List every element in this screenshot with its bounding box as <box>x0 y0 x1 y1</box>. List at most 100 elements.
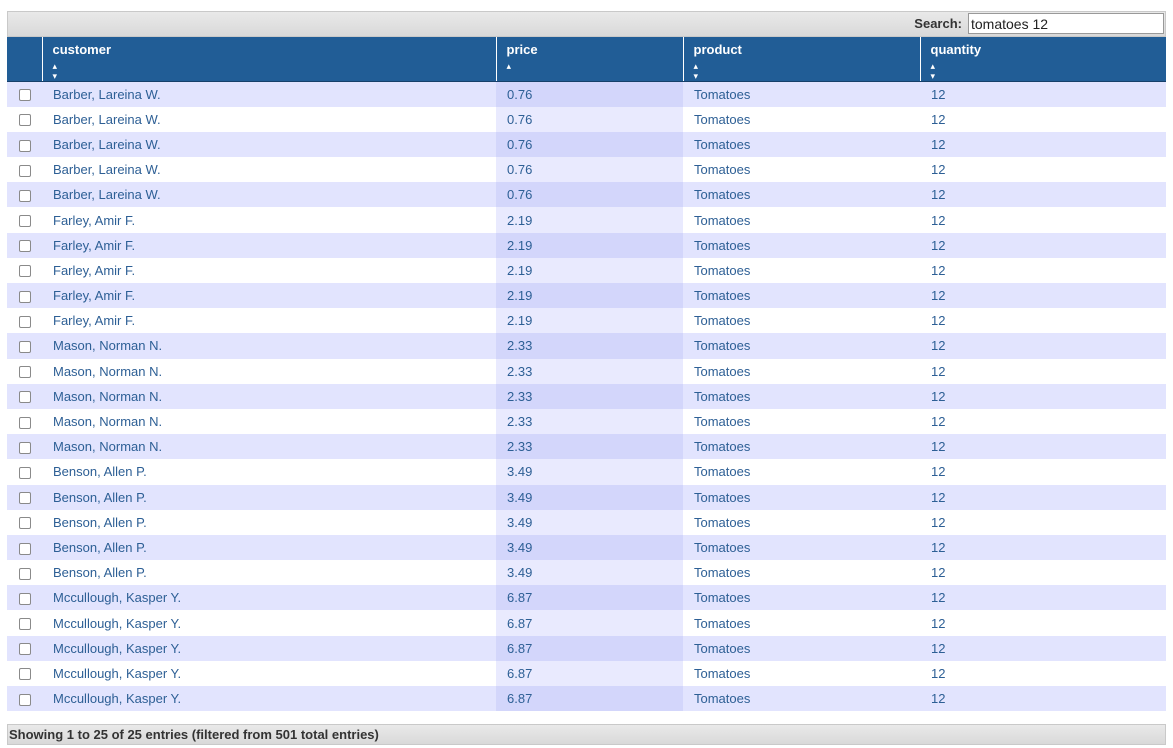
table-body: Barber, Lareina W. 0.76 Tomatoes 12 Barber, … <box>7 81 1166 712</box>
row-checkbox[interactable] <box>19 315 31 328</box>
table-row[interactable]: Benson, Allen P. 3.49 Tomatoes 12 <box>7 534 1166 561</box>
cell-customer: Benson, Allen P. <box>42 484 496 510</box>
cell-product: Tomatoes <box>683 283 920 309</box>
cell-price: 2.33 <box>496 408 683 435</box>
row-checkbox[interactable] <box>19 164 31 177</box>
table-row[interactable]: Benson, Allen P. 3.49 Tomatoes 12 <box>7 560 1166 586</box>
row-checkbox[interactable] <box>19 341 31 354</box>
table-row[interactable]: Mason, Norman N. 2.33 Tomatoes 12 <box>7 358 1166 384</box>
data-table: customer ▴ ▾ price ▴ product ▴ ▾ quantity … <box>7 37 1166 712</box>
cell-quantity: 12 <box>920 434 1166 460</box>
table-row[interactable]: Benson, Allen P. 3.49 Tomatoes 12 <box>7 484 1166 510</box>
cell-price: 2.33 <box>496 358 683 384</box>
cell-price: 2.33 <box>496 383 683 409</box>
table-row[interactable]: Barber, Lareina W. 0.76 Tomatoes 12 <box>7 106 1166 132</box>
column-header-label: customer <box>52 42 112 57</box>
table-row[interactable]: Mccullough, Kasper Y. 6.87 Tomatoes 12 <box>7 585 1166 611</box>
table-row[interactable]: Mason, Norman N. 2.33 Tomatoes 12 <box>7 434 1166 460</box>
table-row[interactable]: Farley, Amir F. 2.19 Tomatoes 12 <box>7 257 1166 283</box>
row-select-cell <box>7 560 42 586</box>
cell-price: 6.87 <box>496 660 683 686</box>
row-checkbox[interactable] <box>19 89 31 102</box>
table-row[interactable]: Mason, Norman N. 2.33 Tomatoes 12 <box>7 383 1166 409</box>
cell-product: Tomatoes <box>683 434 920 460</box>
row-checkbox[interactable] <box>19 592 31 605</box>
table-row[interactable]: Farley, Amir F. 2.19 Tomatoes 12 <box>7 308 1166 334</box>
row-checkbox[interactable] <box>19 240 31 253</box>
column-header-customer[interactable]: customer ▴ ▾ <box>41 37 496 82</box>
cell-product: Tomatoes <box>683 207 920 233</box>
row-checkbox[interactable] <box>19 215 31 228</box>
cell-quantity: 12 <box>920 534 1166 561</box>
cell-quantity: 12 <box>920 182 1166 208</box>
row-checkbox[interactable] <box>19 492 31 505</box>
cell-price: 3.49 <box>496 459 683 485</box>
cell-price: 2.33 <box>496 333 683 359</box>
cell-product: Tomatoes <box>683 308 920 334</box>
cell-product: Tomatoes <box>683 383 920 409</box>
column-header-product[interactable]: product ▴ ▾ <box>682 37 920 82</box>
table-row[interactable]: Mason, Norman N. 2.33 Tomatoes 12 <box>7 333 1166 359</box>
table-row[interactable]: Mason, Norman N. 2.33 Tomatoes 12 <box>7 408 1166 435</box>
sort-ascending-icon: ▴ <box>506 61 512 71</box>
cell-customer: Mccullough, Kasper Y. <box>42 635 496 661</box>
cell-price: 2.33 <box>496 434 683 460</box>
row-checkbox[interactable] <box>19 290 31 303</box>
table-info: Showing 1 to 25 of 25 entries (filtered … <box>7 724 1166 746</box>
cell-price: 2.19 <box>496 207 683 233</box>
table-row[interactable]: Barber, Lareina W. 0.76 Tomatoes 12 <box>7 157 1166 183</box>
row-checkbox[interactable] <box>19 668 31 681</box>
row-select-cell <box>7 157 42 183</box>
row-checkbox[interactable] <box>19 139 31 152</box>
row-checkbox[interactable] <box>19 366 31 379</box>
table-row[interactable]: Benson, Allen P. 3.49 Tomatoes 12 <box>7 459 1166 485</box>
cell-product: Tomatoes <box>683 182 920 208</box>
column-header-quantity[interactable]: quantity ▴ ▾ <box>919 37 1166 82</box>
row-checkbox[interactable] <box>19 517 31 530</box>
cell-price: 2.19 <box>496 308 683 334</box>
table-row[interactable]: Barber, Lareina W. 0.76 Tomatoes 12 <box>7 81 1166 107</box>
cell-product: Tomatoes <box>683 358 920 384</box>
row-checkbox[interactable] <box>19 693 31 706</box>
cell-customer: Mccullough, Kasper Y. <box>42 585 496 611</box>
row-checkbox[interactable] <box>19 114 31 127</box>
table-row[interactable]: Barber, Lareina W. 0.76 Tomatoes 12 <box>7 131 1166 158</box>
row-checkbox[interactable] <box>19 567 31 580</box>
cell-customer: Barber, Lareina W. <box>42 81 496 107</box>
row-checkbox[interactable] <box>19 441 31 454</box>
cell-product: Tomatoes <box>683 635 920 661</box>
row-select-cell <box>7 131 42 158</box>
search-input[interactable] <box>968 13 1164 34</box>
cell-customer: Barber, Lareina W. <box>42 157 496 183</box>
table-row[interactable]: Mccullough, Kasper Y. 6.87 Tomatoes 12 <box>7 660 1166 686</box>
cell-quantity: 12 <box>920 106 1166 132</box>
row-checkbox[interactable] <box>19 391 31 404</box>
row-checkbox[interactable] <box>19 618 31 631</box>
row-checkbox[interactable] <box>19 416 31 429</box>
table-row[interactable]: Benson, Allen P. 3.49 Tomatoes 12 <box>7 509 1166 535</box>
table-row[interactable]: Farley, Amir F. 2.19 Tomatoes 12 <box>7 207 1166 233</box>
cell-price: 2.19 <box>496 232 683 258</box>
cell-quantity: 12 <box>920 560 1166 586</box>
row-select-cell <box>7 509 42 535</box>
row-checkbox[interactable] <box>19 189 31 202</box>
cell-customer: Farley, Amir F. <box>42 207 496 233</box>
row-checkbox[interactable] <box>19 466 31 479</box>
cell-quantity: 12 <box>920 157 1166 183</box>
table-row[interactable]: Barber, Lareina W. 0.76 Tomatoes 12 <box>7 182 1166 208</box>
cell-customer: Benson, Allen P. <box>42 459 496 485</box>
table-row[interactable]: Mccullough, Kasper Y. 6.87 Tomatoes 12 <box>7 610 1166 636</box>
column-header-price[interactable]: price ▴ <box>495 37 683 82</box>
row-checkbox[interactable] <box>19 643 31 656</box>
table-row[interactable]: Mccullough, Kasper Y. 6.87 Tomatoes 12 <box>7 686 1166 712</box>
table-row[interactable]: Farley, Amir F. 2.19 Tomatoes 12 <box>7 232 1166 258</box>
cell-product: Tomatoes <box>683 459 920 485</box>
table-row[interactable]: Mccullough, Kasper Y. 6.87 Tomatoes 12 <box>7 635 1166 661</box>
cell-product: Tomatoes <box>683 660 920 686</box>
cell-customer: Mason, Norman N. <box>42 358 496 384</box>
row-select-cell <box>7 358 42 384</box>
table-row[interactable]: Farley, Amir F. 2.19 Tomatoes 12 <box>7 283 1166 309</box>
row-checkbox[interactable] <box>19 265 31 278</box>
row-checkbox[interactable] <box>19 542 31 555</box>
cell-quantity: 12 <box>920 358 1166 384</box>
